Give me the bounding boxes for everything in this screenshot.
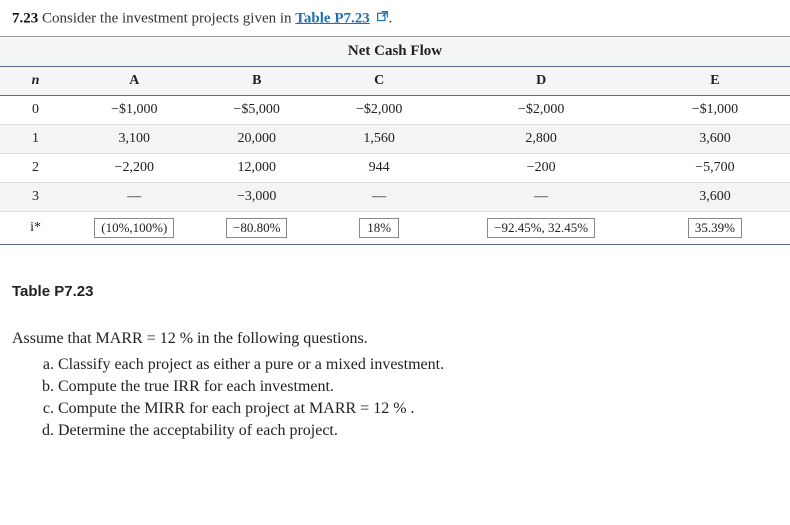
cell-a: −2,200	[71, 154, 197, 183]
cell-c: 944	[316, 154, 442, 183]
subquestion-c: Compute the MIRR for each project at MAR…	[58, 398, 778, 420]
col-header-b: B	[197, 67, 316, 96]
subquestion-b: Compute the true IRR for each investment…	[58, 376, 778, 398]
cell-n: 1	[0, 125, 71, 154]
cell-n: 0	[0, 96, 71, 125]
cell-c: —	[316, 183, 442, 212]
col-header-n: n	[0, 67, 71, 96]
subquestion-a: Classify each project as either a pure o…	[58, 354, 778, 376]
col-header-a: A	[71, 67, 197, 96]
table-row: 1 3,100 20,000 1,560 2,800 3,600	[0, 125, 790, 154]
cell-n: 3	[0, 183, 71, 212]
cell-c: −$2,000	[316, 96, 442, 125]
istar-d-value: −92.45%, 32.45%	[487, 218, 595, 238]
assumption-text: Assume that MARR = 12 % in the following…	[12, 330, 778, 348]
istar-a: (10%,100%)	[71, 212, 197, 245]
problem-text-before: Consider the investment projects given i…	[42, 10, 295, 26]
subquestion-d: Determine the acceptability of each proj…	[58, 420, 778, 442]
subquestion-list: Classify each project as either a pure o…	[12, 354, 778, 442]
problem-body: Table P7.23 Assume that MARR = 12 % in t…	[0, 245, 790, 452]
table-row: 2 −2,200 12,000 944 −200 −5,700	[0, 154, 790, 183]
istar-c-value: 18%	[359, 218, 399, 238]
col-header-c: C	[316, 67, 442, 96]
istar-d: −92.45%, 32.45%	[442, 212, 640, 245]
table-row: 3 — −3,000 — — 3,600	[0, 183, 790, 212]
cell-a: 3,100	[71, 125, 197, 154]
cash-flow-table: n A B C D E 0 −$1,000 −$5,000 −$2,000 −$…	[0, 67, 790, 244]
istar-c: 18%	[316, 212, 442, 245]
istar-label: i*	[0, 212, 71, 245]
cell-e: 3,600	[640, 183, 790, 212]
table-header-row: n A B C D E	[0, 67, 790, 96]
cell-c: 1,560	[316, 125, 442, 154]
istar-b-value: −80.80%	[226, 218, 287, 238]
cell-e: −5,700	[640, 154, 790, 183]
cell-e: −$1,000	[640, 96, 790, 125]
istar-b: −80.80%	[197, 212, 316, 245]
cell-n: 2	[0, 154, 71, 183]
table-row-istar: i* (10%,100%) −80.80% 18% −92.45%, 32.45…	[0, 212, 790, 245]
col-header-d: D	[442, 67, 640, 96]
cell-b: 12,000	[197, 154, 316, 183]
istar-e-value: 35.39%	[688, 218, 742, 238]
cell-d: −$2,000	[442, 96, 640, 125]
istar-e: 35.39%	[640, 212, 790, 245]
cash-flow-table-container: Net Cash Flow n A B C D E 0 −$1,000 −$5,…	[0, 37, 790, 245]
problem-statement: 7.23 Consider the investment projects gi…	[0, 0, 790, 37]
table-row: 0 −$1,000 −$5,000 −$2,000 −$2,000 −$1,00…	[0, 96, 790, 125]
popout-icon[interactable]	[376, 10, 389, 28]
problem-number: 7.23	[12, 10, 38, 26]
cell-d: 2,800	[442, 125, 640, 154]
cell-a: —	[71, 183, 197, 212]
cell-b: −$5,000	[197, 96, 316, 125]
table-caption: Table P7.23	[12, 283, 778, 300]
table-ref-text: Table P7.23	[295, 10, 369, 26]
cell-b: 20,000	[197, 125, 316, 154]
table-title: Net Cash Flow	[0, 37, 790, 67]
table-reference-link[interactable]: Table P7.23	[295, 10, 369, 26]
problem-text-after: .	[389, 10, 393, 26]
cell-e: 3,600	[640, 125, 790, 154]
istar-a-value: (10%,100%)	[94, 218, 174, 238]
cell-d: —	[442, 183, 640, 212]
cell-d: −200	[442, 154, 640, 183]
cell-a: −$1,000	[71, 96, 197, 125]
col-header-e: E	[640, 67, 790, 96]
cell-b: −3,000	[197, 183, 316, 212]
